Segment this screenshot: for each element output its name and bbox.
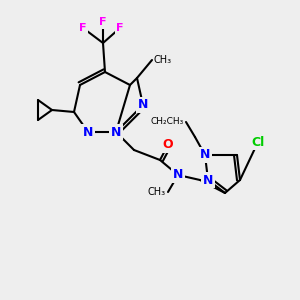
Text: N: N: [203, 173, 213, 187]
Text: O: O: [163, 139, 173, 152]
Text: N: N: [200, 148, 210, 161]
Text: CH₂CH₃: CH₂CH₃: [151, 118, 184, 127]
Text: N: N: [83, 125, 93, 139]
Text: Cl: Cl: [251, 136, 265, 148]
Text: F: F: [79, 23, 87, 33]
Text: N: N: [138, 98, 148, 112]
Text: F: F: [99, 17, 107, 27]
Text: CH₃: CH₃: [154, 55, 172, 65]
Text: N: N: [173, 169, 183, 182]
Text: F: F: [116, 23, 124, 33]
Text: N: N: [111, 125, 121, 139]
Text: CH₃: CH₃: [148, 187, 166, 197]
